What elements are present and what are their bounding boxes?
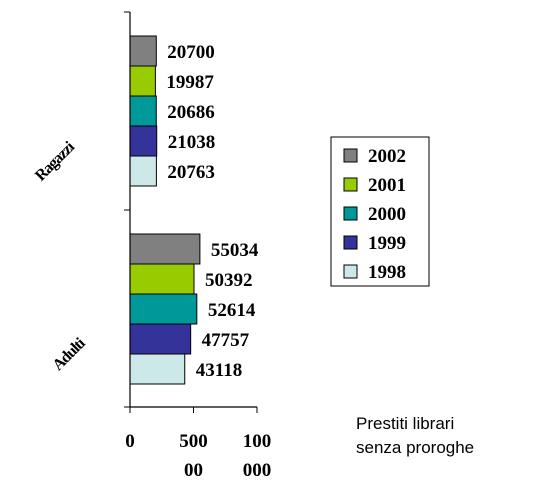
chart-caption: Prestiti librari senza proroghe bbox=[356, 412, 474, 460]
bar-ragazzi-2001 bbox=[129, 65, 156, 97]
x-tick-label-2-1: 000 bbox=[243, 460, 272, 481]
bar-adulti-2002 bbox=[129, 233, 201, 265]
bar-label-ragazzi-1998: 20763 bbox=[167, 162, 215, 183]
bar-ragazzi-2000 bbox=[129, 95, 157, 127]
bar-label-ragazzi-2002: 20700 bbox=[167, 42, 215, 63]
legend-swatch-1998 bbox=[343, 264, 358, 279]
bar-adulti-2000 bbox=[129, 293, 198, 325]
bar-label-adulti-1999: 47757 bbox=[202, 330, 250, 351]
bar-label-adulti-2001: 50392 bbox=[205, 270, 253, 291]
legend-swatch-1999 bbox=[343, 235, 358, 250]
legend-label-1999: 1999 bbox=[368, 233, 406, 254]
legend-label-2002: 2002 bbox=[368, 146, 406, 167]
bar-adulti-2001 bbox=[129, 263, 195, 295]
legend-label-2000: 2000 bbox=[368, 204, 406, 225]
bar-label-adulti-2000: 52614 bbox=[208, 300, 256, 321]
bar-ragazzi-1999 bbox=[129, 125, 158, 157]
bar-label-adulti-2002: 55034 bbox=[211, 240, 259, 261]
legend-swatch-2000 bbox=[343, 206, 358, 221]
bar-ragazzi-2002 bbox=[129, 35, 157, 67]
legend-label-1998: 1998 bbox=[368, 262, 406, 283]
category-label-ragazzi: Ragazzi bbox=[32, 138, 78, 184]
category-label-adulti: Adulti bbox=[50, 334, 90, 374]
legend-swatch-2001 bbox=[343, 177, 358, 192]
x-tick-label-0-0: 0 bbox=[125, 431, 135, 452]
caption-line-2: senza proroghe bbox=[356, 438, 475, 457]
x-tick-label-1-1: 00 bbox=[184, 460, 203, 481]
caption-line-1: Prestiti librari bbox=[356, 414, 455, 433]
bar-ragazzi-1998 bbox=[129, 155, 157, 187]
bar-label-adulti-1998: 43118 bbox=[196, 360, 242, 381]
bar-adulti-1999 bbox=[129, 323, 192, 355]
legend-label-2001: 2001 bbox=[368, 175, 406, 196]
x-tick-label-2-0: 100 bbox=[243, 431, 272, 452]
bar-adulti-1998 bbox=[129, 353, 186, 385]
bar-label-ragazzi-2001: 19987 bbox=[166, 72, 214, 93]
legend-swatch-2002 bbox=[343, 148, 358, 163]
bar-label-ragazzi-2000: 20686 bbox=[167, 102, 215, 123]
bar-label-ragazzi-1999: 21038 bbox=[168, 132, 216, 153]
x-tick-label-1-0: 500 bbox=[179, 431, 208, 452]
